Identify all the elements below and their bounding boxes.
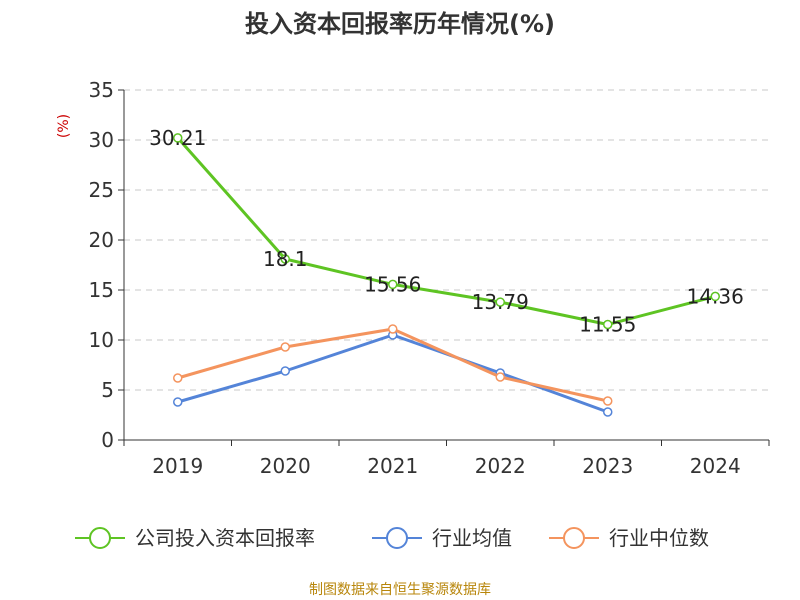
data-labels: 30.21 18.1 15.56 13.79 11.55 14.36 bbox=[149, 126, 744, 337]
chart-title: 投入资本回报率历年情况(%) bbox=[245, 10, 555, 38]
data-point[interactable] bbox=[603, 396, 613, 406]
legend-label: 行业中位数 bbox=[609, 526, 709, 550]
data-point[interactable] bbox=[710, 291, 720, 302]
data-label: 11.55 bbox=[579, 313, 636, 337]
y-tick-label: 0 bbox=[101, 428, 114, 452]
x-tick-label-2019: 2019 bbox=[152, 454, 203, 478]
y-tick-label: 25 bbox=[89, 178, 114, 202]
data-point[interactable] bbox=[495, 297, 505, 307]
data-point[interactable] bbox=[280, 254, 290, 264]
legend-label: 公司投入资本回报率 bbox=[135, 526, 315, 550]
series-line-1 bbox=[176, 333, 610, 414]
data-point[interactable] bbox=[173, 133, 183, 143]
data-point[interactable] bbox=[603, 407, 613, 417]
data-point[interactable] bbox=[280, 366, 290, 376]
data-point[interactable] bbox=[280, 342, 290, 352]
data-point[interactable] bbox=[173, 373, 183, 383]
legend-item-0[interactable]: 公司投入资本回报率 bbox=[75, 526, 315, 550]
y-tick-label: 15 bbox=[89, 278, 114, 302]
legend-marker bbox=[563, 527, 585, 549]
data-point[interactable] bbox=[603, 319, 613, 330]
data-point[interactable] bbox=[173, 397, 183, 407]
y-axis-unit: (%) bbox=[56, 114, 72, 138]
legend-label: 行业均值 bbox=[432, 526, 512, 550]
data-label: 14.36 bbox=[687, 284, 744, 308]
grid-lines bbox=[124, 89, 769, 391]
legend-item-2[interactable]: 行业中位数 bbox=[549, 526, 709, 550]
y-tick-label: 20 bbox=[89, 228, 114, 252]
axes: 0 5 10 15 20 25 30 35 2019 2020 2021 2022 2023 2024 bbox=[89, 78, 770, 478]
data-point[interactable] bbox=[388, 279, 398, 290]
y-tick-label: 5 bbox=[101, 378, 114, 402]
x-tick-label-2022: 2022 bbox=[475, 454, 526, 478]
data-source-note: 制图数据来自恒生聚源数据库 bbox=[309, 582, 491, 598]
legend-item-1[interactable]: 行业均值 bbox=[372, 526, 512, 550]
series-line-0 bbox=[176, 136, 717, 326]
data-label: 15.56 bbox=[364, 272, 421, 296]
legend[interactable]: 公司投入资本回报率 行业均值 行业中位数 bbox=[75, 526, 709, 550]
x-tick-label-2021: 2021 bbox=[367, 454, 418, 478]
x-tick-label-2020: 2020 bbox=[260, 454, 311, 478]
data-label: 18.1 bbox=[263, 247, 308, 271]
x-tick-label-2024: 2024 bbox=[690, 454, 741, 478]
series-group bbox=[173, 133, 720, 417]
y-tick-label: 35 bbox=[89, 78, 114, 102]
legend-marker bbox=[386, 527, 408, 549]
data-point[interactable] bbox=[495, 372, 505, 382]
legend-marker bbox=[89, 527, 111, 549]
x-tick-label-2023: 2023 bbox=[582, 454, 633, 478]
data-point[interactable] bbox=[388, 324, 398, 334]
y-tick-label: 30 bbox=[89, 128, 114, 152]
data-label: 30.21 bbox=[149, 126, 206, 150]
y-tick-label: 10 bbox=[89, 328, 114, 352]
data-label: 13.79 bbox=[472, 290, 529, 314]
